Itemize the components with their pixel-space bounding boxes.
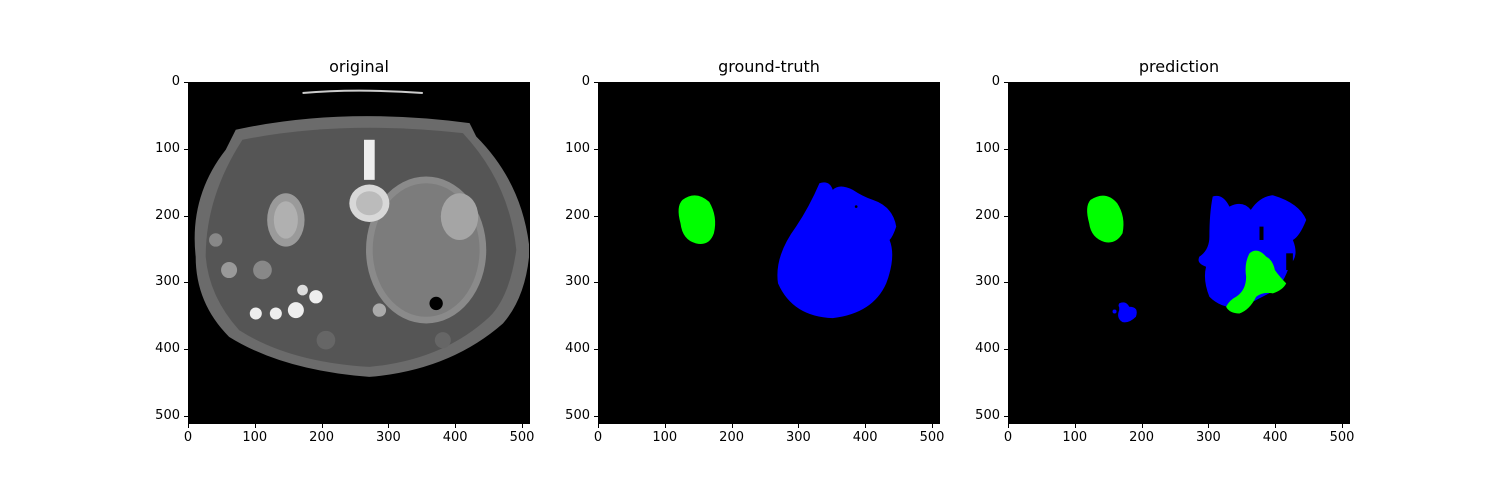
x-tick-mark xyxy=(188,424,189,428)
x-tick-label: 0 xyxy=(578,430,618,445)
x-tick-mark xyxy=(322,424,323,428)
y-tick-label: 100 xyxy=(140,142,180,156)
y-tick-label: 200 xyxy=(140,209,180,223)
x-tick-mark xyxy=(1208,424,1209,428)
ground-truth-mask xyxy=(598,82,940,424)
y-tick-label: 300 xyxy=(140,275,180,289)
panel-prediction: prediction xyxy=(988,0,1408,500)
y-tick-label: 0 xyxy=(140,75,180,89)
y-tick-label: 300 xyxy=(550,275,590,289)
y-tick-label: 500 xyxy=(550,409,590,423)
x-tick-mark xyxy=(798,424,799,428)
x-tick-label: 500 xyxy=(502,430,542,445)
y-tick-label: 200 xyxy=(960,209,1000,223)
panel-title-prediction: prediction xyxy=(1008,57,1350,76)
x-tick-label: 200 xyxy=(1122,430,1162,445)
y-tick-mark xyxy=(1004,149,1008,150)
panel-title-original: original xyxy=(188,57,530,76)
x-tick-mark xyxy=(388,424,389,428)
y-tick-mark xyxy=(1004,82,1008,83)
x-tick-mark xyxy=(255,424,256,428)
x-tick-label: 400 xyxy=(1255,430,1295,445)
x-tick-label: 100 xyxy=(645,430,685,445)
y-tick-label: 400 xyxy=(550,342,590,356)
y-tick-mark xyxy=(1004,282,1008,283)
y-tick-mark xyxy=(594,282,598,283)
y-tick-label: 400 xyxy=(960,342,1000,356)
y-tick-label: 100 xyxy=(550,142,590,156)
y-tick-label: 300 xyxy=(960,275,1000,289)
x-tick-label: 200 xyxy=(712,430,752,445)
x-tick-mark xyxy=(522,424,523,428)
y-tick-mark xyxy=(184,416,188,417)
prediction-mask xyxy=(1008,82,1350,424)
y-tick-label: 500 xyxy=(960,409,1000,423)
x-tick-mark xyxy=(1275,424,1276,428)
y-tick-mark xyxy=(594,82,598,83)
y-tick-mark xyxy=(184,216,188,217)
y-tick-mark xyxy=(184,282,188,283)
y-tick-mark xyxy=(184,349,188,350)
x-tick-label: 0 xyxy=(168,430,208,445)
x-tick-mark xyxy=(1075,424,1076,428)
x-tick-label: 400 xyxy=(435,430,475,445)
y-tick-mark xyxy=(594,416,598,417)
y-tick-mark xyxy=(594,149,598,150)
x-tick-mark xyxy=(598,424,599,428)
panel-ground-truth: ground-truth xyxy=(578,0,998,500)
ct-scan-drawing xyxy=(189,83,530,424)
y-tick-label: 500 xyxy=(140,409,180,423)
y-tick-label: 100 xyxy=(960,142,1000,156)
y-tick-mark xyxy=(1004,416,1008,417)
ct-image xyxy=(188,82,530,424)
x-tick-label: 200 xyxy=(302,430,342,445)
x-tick-label: 100 xyxy=(235,430,275,445)
y-tick-label: 400 xyxy=(140,342,180,356)
x-tick-label: 300 xyxy=(778,430,818,445)
x-tick-label: 300 xyxy=(368,430,408,445)
y-tick-mark xyxy=(1004,349,1008,350)
x-tick-mark xyxy=(1342,424,1343,428)
y-tick-mark xyxy=(184,149,188,150)
x-tick-label: 400 xyxy=(845,430,885,445)
x-tick-label: 0 xyxy=(988,430,1028,445)
x-tick-label: 100 xyxy=(1055,430,1095,445)
panel-original: original xyxy=(168,0,588,500)
y-tick-label: 0 xyxy=(550,75,590,89)
x-tick-mark xyxy=(1142,424,1143,428)
y-tick-label: 200 xyxy=(550,209,590,223)
y-tick-mark xyxy=(594,349,598,350)
x-tick-mark xyxy=(932,424,933,428)
x-tick-mark xyxy=(455,424,456,428)
x-tick-label: 500 xyxy=(1322,430,1362,445)
panel-title-ground-truth: ground-truth xyxy=(598,57,940,76)
x-tick-label: 300 xyxy=(1188,430,1228,445)
prediction-drawing xyxy=(1009,83,1350,424)
x-tick-mark xyxy=(665,424,666,428)
y-tick-label: 0 xyxy=(960,75,1000,89)
x-tick-label: 500 xyxy=(912,430,952,445)
x-tick-mark xyxy=(1008,424,1009,428)
x-tick-mark xyxy=(732,424,733,428)
y-tick-mark xyxy=(594,216,598,217)
y-tick-mark xyxy=(184,82,188,83)
x-tick-mark xyxy=(865,424,866,428)
y-tick-mark xyxy=(1004,216,1008,217)
ground-truth-drawing xyxy=(599,83,940,424)
